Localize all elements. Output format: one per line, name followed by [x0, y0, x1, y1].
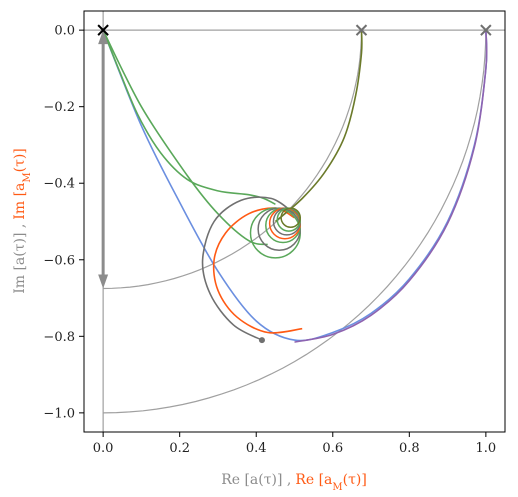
y-ticks: 0.0 −0.2 −0.4 −0.6 −0.8 −1.0	[43, 24, 84, 421]
series-gray_spiral_1	[201, 196, 295, 341]
arrow-group	[98, 30, 109, 289]
series-group	[102, 29, 488, 343]
arrow-head-top	[98, 30, 109, 45]
x-tick-label: 1.0	[476, 441, 497, 456]
axis-label-part: M	[22, 172, 33, 182]
loop-6	[280, 207, 301, 228]
x-ticks: 0.0 0.2 0.4 0.6 0.8 1.0	[93, 432, 496, 456]
y-tick-label: −1.0	[43, 406, 75, 421]
y-tick-label: −0.8	[43, 330, 75, 345]
plot-background	[84, 11, 505, 432]
axis-label-part: Im [a(τ)] ,	[12, 224, 28, 294]
guide-arc-2	[103, 30, 487, 414]
x-tick-label: 0.0	[93, 441, 114, 456]
y-tick-label: −0.4	[43, 177, 75, 192]
y-tick-label: 0.0	[54, 24, 75, 39]
axis-label-part: Im [a	[12, 183, 28, 220]
axis-label-part: (τ)]	[12, 148, 28, 172]
series-olive_rise	[274, 30, 363, 223]
arrow-head-bottom	[98, 274, 109, 289]
axis-label-part: Re [a	[295, 472, 332, 488]
markers-group	[97, 24, 492, 344]
marker-x-2	[480, 24, 492, 36]
x-tick-label: 0.8	[399, 441, 420, 456]
y-tick-label: −0.2	[43, 100, 75, 115]
marker-x-0	[97, 24, 109, 36]
series-orange_spiral_1	[212, 207, 303, 334]
marker-dot-3	[258, 337, 265, 344]
series-purple_outer	[294, 30, 488, 343]
series-green_inner	[102, 29, 268, 246]
x-tick-label: 0.4	[246, 441, 267, 456]
marker-x-1	[355, 24, 368, 36]
y-tick-label: −0.6	[43, 253, 75, 268]
axis-label-part: (τ)]	[343, 472, 367, 488]
y-axis-label: Im [a(τ)] , Im [aM(τ)]	[12, 148, 33, 294]
plot-frame	[83, 10, 506, 433]
x-tick-label: 0.2	[169, 441, 190, 456]
loops-group	[249, 207, 301, 259]
axis-label-part: M	[332, 482, 342, 493]
axis-label-part: Re [a(τ)] ,	[221, 472, 291, 488]
x-axis-label: Re [a(τ)] , Re [aM(τ)]	[221, 472, 367, 493]
x-tick-label: 0.6	[322, 441, 343, 456]
